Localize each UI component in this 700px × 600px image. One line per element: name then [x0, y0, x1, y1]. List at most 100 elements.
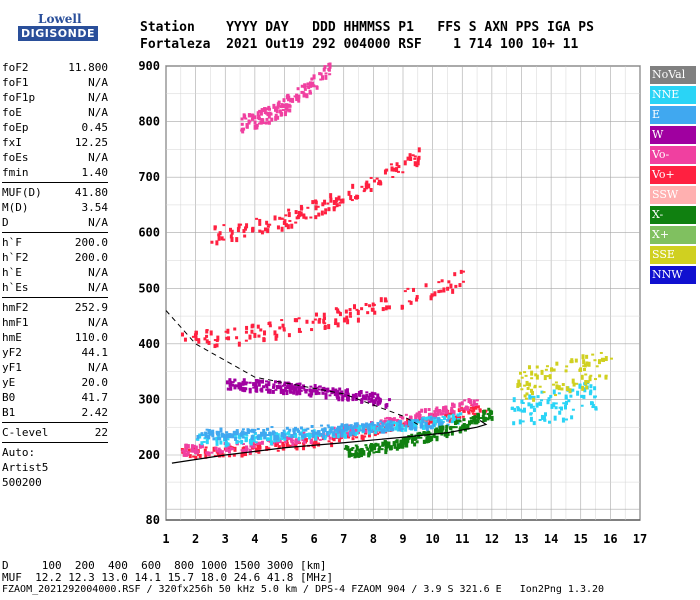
echo-point	[349, 315, 353, 318]
echo-point	[402, 441, 406, 445]
echo-point	[262, 428, 266, 434]
echo-point	[420, 433, 424, 436]
echo-point	[297, 382, 301, 387]
echo-point	[253, 332, 257, 338]
echo-point	[545, 365, 549, 368]
echo-point	[369, 426, 373, 430]
echo-point	[327, 324, 331, 330]
echo-point	[296, 382, 300, 385]
echo-point	[280, 319, 284, 322]
echo-point	[317, 391, 321, 395]
echo-point	[180, 332, 184, 337]
echo-point	[183, 337, 187, 342]
echo-point	[433, 410, 437, 413]
echo-point	[267, 381, 271, 387]
echo-point	[205, 329, 209, 334]
echo-point	[302, 431, 306, 435]
echo-point	[447, 412, 451, 416]
param-row: D N/A	[2, 215, 108, 230]
echo-point	[323, 199, 327, 205]
echo-point	[187, 448, 191, 453]
echo-point	[427, 424, 431, 428]
echo-point	[452, 410, 456, 416]
echo-point	[196, 453, 200, 456]
echo-point	[210, 240, 214, 244]
echo-point	[337, 439, 341, 443]
echo-point	[273, 330, 277, 336]
echo-point	[475, 399, 479, 402]
echo-point	[205, 339, 209, 344]
echo-point	[324, 208, 328, 212]
echo-point	[599, 351, 603, 354]
echo-point	[367, 183, 371, 189]
echo-point	[345, 424, 349, 430]
echo-point	[469, 406, 473, 409]
echo-point	[240, 430, 244, 433]
echo-point	[213, 344, 217, 349]
echo-point	[476, 419, 480, 423]
echo-point	[409, 156, 413, 161]
echo-point	[230, 229, 234, 235]
echo-point	[288, 108, 292, 113]
echo-point	[321, 433, 325, 439]
echo-point	[181, 449, 185, 453]
echo-point	[585, 354, 589, 359]
echo-point	[213, 339, 217, 342]
echo-point	[410, 438, 414, 444]
echo-point	[323, 436, 327, 441]
echo-point	[532, 397, 536, 402]
echo-point	[523, 384, 527, 387]
echo-point	[247, 119, 251, 125]
echo-point	[295, 216, 299, 220]
param-label: B0	[2, 391, 16, 404]
echo-point	[259, 434, 263, 440]
echo-point	[449, 427, 453, 430]
echo-point	[436, 410, 440, 415]
echo-point	[281, 384, 285, 387]
echo-point	[284, 214, 288, 217]
echo-point	[262, 385, 266, 389]
echo-point	[513, 407, 517, 412]
echo-point	[329, 427, 333, 433]
echo-point	[239, 433, 243, 437]
echo-point	[360, 307, 364, 311]
echo-point	[379, 297, 383, 303]
echo-point	[366, 311, 370, 315]
echo-point	[317, 430, 321, 435]
echo-point	[532, 408, 536, 413]
param-row: hmF1 N/A	[2, 315, 108, 330]
echo-point	[336, 433, 340, 439]
param-label: foEs	[2, 151, 29, 164]
echo-point	[297, 210, 301, 215]
echo-point	[593, 386, 597, 391]
echo-point	[321, 428, 325, 432]
echo-point	[482, 410, 486, 414]
echo-point	[390, 423, 394, 427]
echo-point	[427, 416, 431, 420]
echo-point	[535, 365, 539, 369]
echo-point	[581, 354, 585, 360]
echo-point	[226, 387, 230, 391]
echo-point	[591, 353, 595, 356]
echo-point	[438, 409, 442, 412]
echo-point	[198, 453, 202, 458]
echo-point	[313, 318, 317, 321]
echo-point	[200, 441, 204, 446]
echo-point	[333, 392, 337, 397]
echo-point	[394, 426, 398, 431]
echo-point	[434, 413, 438, 419]
echo-point	[340, 390, 344, 395]
echo-point	[336, 322, 340, 328]
echo-point	[461, 270, 465, 273]
echo-point	[378, 445, 382, 449]
echo-point	[216, 449, 220, 453]
echo-point	[291, 97, 295, 103]
param-row: yF1 N/A	[2, 360, 108, 375]
echo-point	[257, 122, 261, 125]
echo-point	[450, 406, 454, 411]
echo-point	[310, 391, 314, 396]
echo-point	[281, 436, 285, 439]
echo-point	[516, 406, 520, 409]
echo-point	[315, 389, 319, 392]
echo-point	[374, 397, 378, 402]
